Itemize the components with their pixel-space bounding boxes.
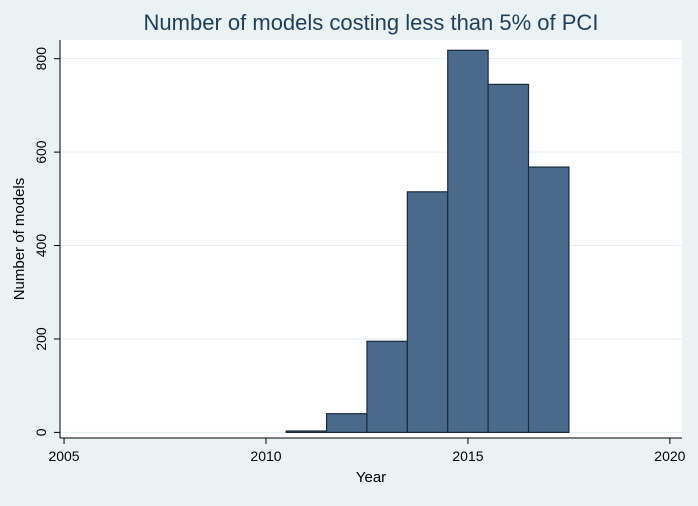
chart-title: Number of models costing less than 5% of… [144,10,599,35]
y-tick-label: 200 [33,327,49,351]
gridlines [60,58,682,433]
y-tick-label: 800 [33,47,49,71]
y-tick-label: 400 [33,234,49,258]
bars [285,49,570,433]
y-ticks: 0 200 400 600 800 [33,47,60,436]
x-ticks: 2005 2010 2015 2020 [48,438,686,464]
bar-2012 [325,413,368,433]
y-tick-label: 0 [33,428,49,436]
bar-2013 [366,340,408,433]
x-tick-label: 2020 [654,448,685,464]
x-tick-label: 2005 [48,448,79,464]
axes [59,40,682,439]
bar-2015 [447,49,489,433]
x-tick-label: 2010 [250,448,281,464]
y-axis-title: Number of models [11,178,28,301]
bar-2014 [406,191,449,433]
x-axis-title: Year [356,469,386,486]
y-tick-label: 600 [33,140,49,164]
bar-2016 [487,83,530,433]
bar-2017 [527,166,570,433]
bar-2011 [285,430,328,433]
x-tick-label: 2015 [452,448,483,464]
